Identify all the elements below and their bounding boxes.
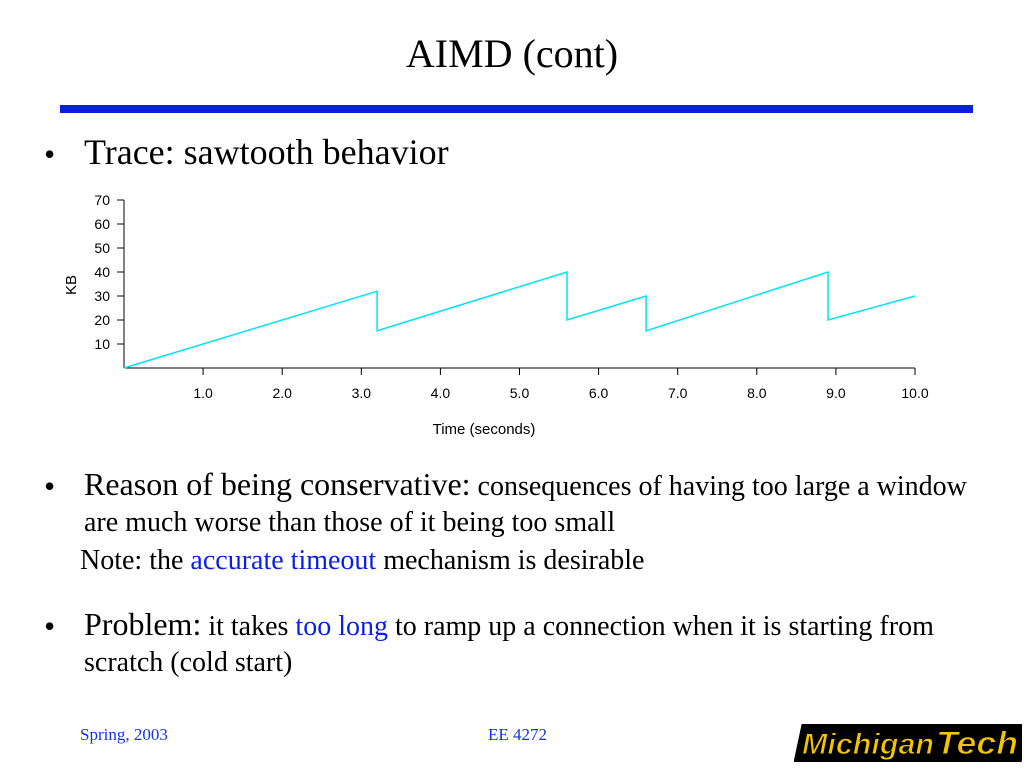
bullet-highlight: too long: [295, 611, 388, 642]
x-tick-label: 8.0: [747, 385, 767, 401]
bullet-body-2: to ramp up a connection when it is start…: [84, 611, 934, 678]
footer-date: Spring, 2003: [80, 725, 168, 744]
bullet-marker: •: [44, 468, 56, 504]
bullet-reason: Reason of being conservative: consequenc…: [84, 466, 974, 541]
x-tick-label: 1.0: [193, 385, 213, 401]
y-tick-label: 70: [94, 192, 110, 208]
bullet-lead: Problem:: [84, 606, 202, 642]
title-divider: [60, 105, 973, 113]
x-tick-label: 9.0: [826, 385, 846, 401]
y-axis-label: KB: [63, 275, 80, 295]
bullet-marker: •: [44, 136, 56, 172]
note-suffix: mechanism is desirable: [376, 545, 645, 576]
x-tick-label: 10.0: [901, 385, 928, 401]
x-axis-label: Time (seconds): [433, 421, 536, 438]
y-tick-label: 40: [94, 264, 110, 280]
x-tick-label: 5.0: [510, 385, 530, 401]
y-tick-label: 60: [94, 216, 110, 232]
bullet-problem: Problem: it takes too long to ramp up a …: [84, 606, 974, 681]
note-line: Note: the accurate timeout mechanism is …: [80, 544, 644, 578]
y-tick-label: 50: [94, 240, 110, 256]
y-tick-label: 10: [94, 336, 110, 352]
note-highlight: accurate timeout: [190, 545, 377, 576]
y-tick-label: 30: [94, 288, 110, 304]
x-tick-label: 3.0: [352, 385, 372, 401]
x-tick-label: 6.0: [589, 385, 609, 401]
x-tick-label: 7.0: [668, 385, 688, 401]
sawtooth-series-line: [123, 270, 916, 369]
y-tick-label: 20: [94, 312, 110, 328]
x-tick-label: 4.0: [431, 385, 451, 401]
logo-text-michigan: Michigan: [802, 728, 934, 761]
footer-course: EE 4272: [488, 725, 548, 744]
note-prefix: Note: the: [80, 545, 191, 576]
logo-text-tech: Tech: [936, 725, 1018, 761]
bullet-body: consequences of having too large a windo…: [84, 471, 967, 538]
slide-title: AIMD (cont): [405, 31, 619, 76]
sawtooth-chart: 10 20 30 40 50 60 70 1.0 2.0 3.0 4.0 5.0 6.0 7.0 8.0 9.…: [63, 192, 929, 438]
bullet-body-1: it takes: [201, 611, 296, 642]
bullet-trace: Trace: sawtooth behavior: [84, 132, 449, 172]
bullet-lead: Reason of being conservative:: [84, 466, 471, 502]
x-tick-label: 2.0: [272, 385, 292, 401]
bullet-marker: •: [44, 608, 56, 644]
michigan-tech-logo: Michigan Tech: [794, 724, 1022, 762]
